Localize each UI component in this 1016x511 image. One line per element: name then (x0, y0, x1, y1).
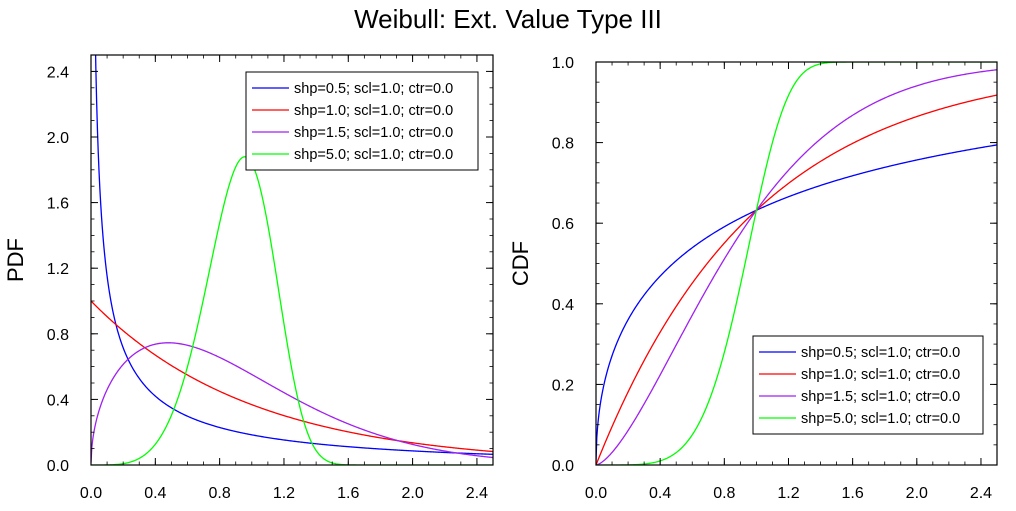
pdf-series-line (94, 55, 493, 455)
pdf-x-tick-label: 2.4 (466, 485, 488, 502)
cdf-series-line (596, 62, 997, 465)
cdf-x-tick-label: 0.8 (713, 485, 735, 502)
chart-title: Weibull: Ext. Value Type III (354, 4, 662, 34)
pdf-curves (91, 55, 493, 465)
pdf-legend-label: shp=1.5; scl=1.0; ctr=0.0 (294, 125, 453, 141)
pdf-y-tick-label: 2.4 (47, 64, 69, 81)
pdf-legend-label: shp=5.0; scl=1.0; ctr=0.0 (294, 147, 453, 163)
cdf-x-tick-label: 2.4 (970, 485, 992, 502)
pdf-y-tick-label: 0.4 (47, 392, 69, 409)
pdf-x-tick-label: 2.0 (401, 485, 423, 502)
cdf-curves (596, 62, 997, 465)
cdf-x-tick-label: 0.0 (585, 485, 607, 502)
pdf-x-tick-label: 1.2 (273, 485, 295, 502)
pdf-y-axis-label: PDF (3, 238, 28, 282)
cdf-y-tick-label: 1.0 (552, 55, 574, 72)
cdf-x-tick-label: 0.4 (649, 485, 671, 502)
pdf-legend-label: shp=1.0; scl=1.0; ctr=0.0 (294, 103, 453, 119)
pdf-series-line (91, 342, 493, 463)
cdf-y-axis-label: CDF (508, 241, 533, 286)
pdf-legend-label: shp=0.5; scl=1.0; ctr=0.0 (294, 81, 453, 97)
pdf-y-tick-label: 1.6 (47, 196, 69, 213)
cdf-series-line (596, 69, 997, 465)
pdf-plot-frame (90, 54, 494, 466)
cdf-legend-label: shp=1.0; scl=1.0; ctr=0.0 (801, 367, 960, 383)
pdf-x-tick-label: 0.0 (80, 485, 102, 502)
cdf-legend: shp=0.5; scl=1.0; ctr=0.0 shp=1.0; scl=1.… (752, 335, 984, 435)
pdf-series-line (91, 300, 493, 453)
pdf-panel: 0.0 0.4 0.8 1.2 1.6 2.0 2.4 0.0 0.4 0.8 1.2 1.6 2.0 2… (3, 54, 494, 502)
cdf-legend-label: shp=0.5; scl=1.0; ctr=0.0 (801, 345, 960, 361)
pdf-y-tick-label: 1.2 (47, 261, 69, 278)
cdf-x-tick-label: 1.2 (777, 485, 799, 502)
cdf-x-tick-label: 2.0 (906, 485, 928, 502)
cdf-series-line (596, 94, 997, 465)
cdf-series-line (596, 144, 997, 462)
cdf-y-tick-label: 0.8 (552, 136, 574, 153)
cdf-y-tick-label: 0.4 (552, 297, 574, 314)
pdf-y-tick-label: 2.0 (47, 130, 69, 147)
pdf-series-line (91, 156, 493, 465)
cdf-panel: 0.0 0.4 0.8 1.2 1.6 2.0 2.4 0.0 0.2 0.4 0.6 0.8 1.0 C… (508, 55, 998, 502)
cdf-legend-label: shp=5.0; scl=1.0; ctr=0.0 (801, 411, 960, 427)
pdf-x-tick-label: 1.6 (337, 485, 359, 502)
cdf-y-tick-label: 0.0 (552, 458, 574, 475)
pdf-y-tick-label: 0.8 (47, 327, 69, 344)
pdf-x-tick-label: 0.4 (144, 485, 166, 502)
pdf-legend: shp=0.5; scl=1.0; ctr=0.0 shp=1.0; scl=1.… (245, 71, 479, 171)
cdf-x-tick-label: 1.6 (842, 485, 864, 502)
pdf-x-tick-label: 0.8 (209, 485, 231, 502)
cdf-legend-label: shp=1.5; scl=1.0; ctr=0.0 (801, 389, 960, 405)
cdf-y-tick-label: 0.2 (552, 377, 574, 394)
cdf-y-tick-label: 0.6 (552, 216, 574, 233)
pdf-y-tick-label: 0.0 (47, 458, 69, 475)
